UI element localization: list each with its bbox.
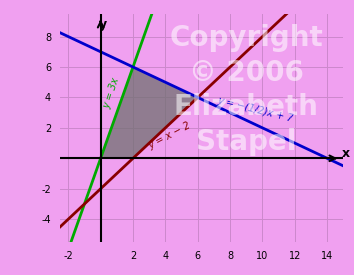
Text: y = −(1/2)x + 7: y = −(1/2)x + 7: [217, 96, 295, 124]
Text: Copyright
© 2006
Elizabeth
Stapel: Copyright © 2006 Elizabeth Stapel: [170, 24, 323, 156]
Text: x: x: [342, 147, 350, 160]
Text: y = 3x: y = 3x: [102, 77, 121, 110]
Text: y: y: [99, 18, 107, 31]
Text: y = x − 2: y = x − 2: [147, 120, 193, 151]
